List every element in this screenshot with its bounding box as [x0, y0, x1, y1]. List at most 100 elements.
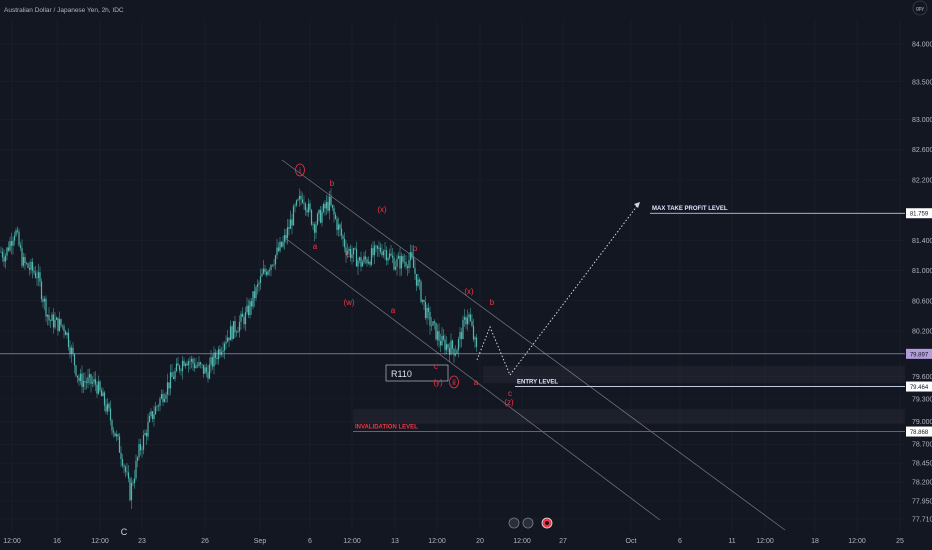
time-tick-label: 23	[138, 538, 146, 545]
channel-lower-line	[284, 237, 661, 521]
candle-body	[441, 335, 443, 346]
candle-body	[106, 403, 109, 412]
time-axis[interactable]: 12:00 16 12:00 23 26 Sep 6 12:00 13 12:00 20 12:00 2…	[3, 538, 904, 545]
wave-label-major-c: C	[121, 527, 128, 537]
price-tick-label: 78.450	[912, 461, 932, 468]
candle-body	[285, 235, 287, 239]
candle-body	[357, 260, 359, 267]
candle-body	[150, 411, 152, 417]
candle-body	[372, 248, 374, 256]
candle-body	[145, 432, 148, 437]
candle-body	[139, 444, 142, 451]
wave-label: b	[413, 244, 418, 253]
price-tick-label: 78.200	[912, 479, 932, 486]
candle-body	[373, 245, 376, 256]
candle-body	[69, 346, 71, 355]
candle-body	[360, 257, 362, 267]
candle-body	[174, 371, 176, 379]
candle-body	[445, 344, 448, 351]
candle-body	[211, 357, 214, 367]
candle-body	[319, 209, 322, 223]
candle-body	[108, 403, 110, 409]
time-tick-label: 27	[559, 538, 567, 545]
price-tick-label: 84.000	[912, 42, 932, 49]
candle-body	[229, 326, 232, 341]
candle-body	[436, 331, 439, 340]
candle-body	[21, 247, 23, 266]
candle-body	[418, 279, 421, 282]
candle-body	[187, 361, 190, 366]
time-tick-label: 12:00	[756, 538, 774, 545]
candle-body	[100, 390, 103, 397]
candle-body	[43, 298, 46, 302]
candle-body	[180, 370, 182, 372]
candle-body	[51, 314, 53, 321]
candle-body	[286, 227, 289, 239]
candle-body	[276, 247, 278, 256]
price-tick-label: 77.710	[912, 517, 932, 524]
candle-body	[148, 416, 151, 423]
candle-body	[208, 364, 211, 379]
candle-body	[453, 348, 455, 356]
candle-body	[0, 251, 2, 253]
candle-body	[6, 247, 8, 256]
time-tick-label: Sep	[254, 538, 267, 545]
candle-body	[168, 382, 170, 389]
candle-body	[109, 408, 112, 421]
time-tick-label: 6	[678, 538, 682, 545]
candle-body	[223, 343, 226, 351]
price-axis[interactable]: 84.000 83.500 83.000 82.600 82.200 81.400 81.0…	[912, 42, 932, 524]
candle-body	[129, 478, 131, 501]
price-tick-label: 80.600	[912, 298, 932, 305]
candle-body	[442, 335, 445, 340]
level-price-value: 79.464	[910, 385, 929, 391]
candle-body	[448, 348, 451, 355]
candle-body	[22, 257, 25, 266]
time-tick-label: 11	[728, 538, 735, 545]
earnings-icon[interactable]	[522, 517, 534, 529]
candle-body	[391, 255, 394, 258]
candle-body	[475, 337, 478, 347]
candle-body	[429, 311, 431, 326]
candle-body	[1, 251, 4, 258]
candle-body	[61, 325, 64, 327]
candle-body	[388, 253, 391, 259]
wave-labels: ib(x)ac(w)ba(x)bc(y) ii ac(z)	[295, 163, 514, 407]
candle-body	[10, 241, 13, 246]
candle-body	[307, 203, 310, 213]
candle-body	[397, 255, 400, 259]
candle-body	[151, 411, 154, 420]
candle-body	[430, 325, 433, 327]
candle-body	[438, 331, 440, 342]
candle-body	[313, 224, 316, 233]
candle-body	[238, 321, 241, 332]
candle-body	[132, 482, 134, 484]
candle-body	[414, 267, 416, 275]
candle-body	[367, 261, 370, 264]
level-price-tag	[906, 381, 932, 392]
candle-body	[361, 262, 364, 267]
candle-body	[225, 341, 227, 344]
candle-body	[120, 452, 122, 460]
candle-body	[279, 241, 281, 251]
candle-body	[273, 264, 275, 266]
candle-body	[370, 248, 373, 265]
candle-body	[451, 340, 454, 349]
replay-icon[interactable]	[508, 517, 520, 529]
candle-body	[63, 326, 65, 332]
candle-body	[123, 465, 125, 467]
candle-body	[390, 253, 392, 256]
candle-body	[283, 235, 286, 242]
candle-body	[415, 274, 418, 286]
price-tick-label: 77.950	[912, 498, 932, 505]
candle-body	[447, 344, 449, 349]
candle-body	[346, 251, 349, 255]
candle-body	[199, 362, 202, 365]
candle-body	[90, 374, 92, 384]
top-right-badge[interactable]: gpy	[912, 0, 928, 16]
candle-body	[147, 422, 149, 437]
bottom-toolbar-icons[interactable]	[508, 517, 553, 529]
candle-body	[226, 337, 229, 342]
candle-body	[244, 312, 247, 325]
